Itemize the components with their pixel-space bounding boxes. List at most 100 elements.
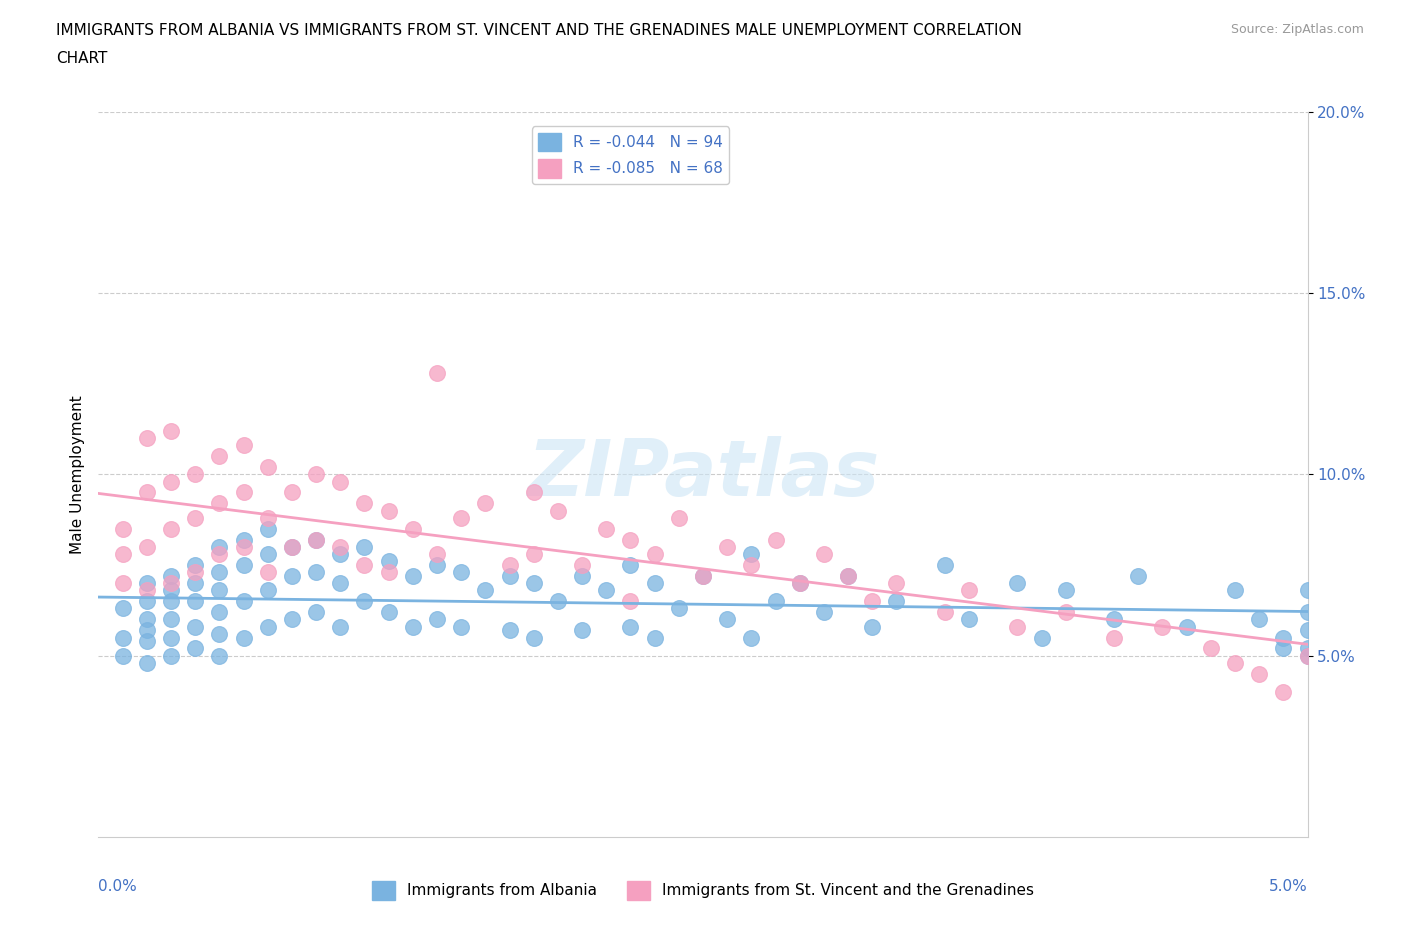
Point <box>402 521 425 536</box>
Point <box>281 612 304 627</box>
Point <box>232 532 254 547</box>
Point <box>1199 641 1222 656</box>
Point <box>135 594 157 609</box>
Point <box>474 583 496 598</box>
Point <box>426 612 449 627</box>
Point <box>837 568 859 583</box>
Point <box>184 511 207 525</box>
Point <box>1296 648 1319 663</box>
Point <box>740 558 762 573</box>
Point <box>789 576 811 591</box>
Point <box>1249 667 1271 682</box>
Point <box>256 565 278 579</box>
Point <box>860 594 883 609</box>
Point <box>208 539 231 554</box>
Point <box>208 496 231 511</box>
Legend: Immigrants from Albania, Immigrants from St. Vincent and the Grenadines: Immigrants from Albania, Immigrants from… <box>366 875 1040 906</box>
Point <box>111 648 134 663</box>
Point <box>571 568 593 583</box>
Point <box>498 558 520 573</box>
Point <box>813 547 835 562</box>
Point <box>160 594 183 609</box>
Point <box>957 612 980 627</box>
Point <box>184 594 207 609</box>
Point <box>523 631 546 645</box>
Point <box>208 583 231 598</box>
Point <box>135 539 157 554</box>
Point <box>547 594 569 609</box>
Legend: R = -0.044   N = 94, R = -0.085   N = 68: R = -0.044 N = 94, R = -0.085 N = 68 <box>531 126 730 183</box>
Point <box>208 547 231 562</box>
Point <box>619 532 641 547</box>
Y-axis label: Male Unemployment: Male Unemployment <box>69 395 84 553</box>
Point <box>232 631 254 645</box>
Point <box>281 539 304 554</box>
Point <box>523 547 546 562</box>
Point <box>329 547 352 562</box>
Point <box>256 619 278 634</box>
Point <box>377 604 399 619</box>
Point <box>668 511 690 525</box>
Point <box>498 568 520 583</box>
Point <box>595 583 617 598</box>
Text: 0.0%: 0.0% <box>98 879 138 894</box>
Point <box>1102 631 1125 645</box>
Point <box>184 641 207 656</box>
Point <box>135 612 157 627</box>
Point <box>377 503 399 518</box>
Point <box>184 576 207 591</box>
Point <box>329 619 352 634</box>
Point <box>1223 656 1246 671</box>
Point <box>402 619 425 634</box>
Point <box>111 601 134 616</box>
Point <box>644 576 666 591</box>
Point <box>402 568 425 583</box>
Point <box>1175 619 1198 634</box>
Point <box>789 576 811 591</box>
Text: 5.0%: 5.0% <box>1268 879 1308 894</box>
Point <box>716 612 738 627</box>
Point <box>111 576 134 591</box>
Text: Source: ZipAtlas.com: Source: ZipAtlas.com <box>1230 23 1364 36</box>
Text: ZIPatlas: ZIPatlas <box>527 436 879 512</box>
Point <box>1272 631 1295 645</box>
Point <box>426 547 449 562</box>
Point <box>135 656 157 671</box>
Point <box>1128 568 1150 583</box>
Point <box>1223 583 1246 598</box>
Point <box>208 604 231 619</box>
Point <box>571 558 593 573</box>
Text: IMMIGRANTS FROM ALBANIA VS IMMIGRANTS FROM ST. VINCENT AND THE GRENADINES MALE U: IMMIGRANTS FROM ALBANIA VS IMMIGRANTS FR… <box>56 23 1022 38</box>
Point <box>353 558 375 573</box>
Point <box>886 576 908 591</box>
Point <box>813 604 835 619</box>
Point <box>184 565 207 579</box>
Point <box>740 547 762 562</box>
Point <box>426 558 449 573</box>
Point <box>1272 641 1295 656</box>
Point <box>135 633 157 648</box>
Point <box>765 532 787 547</box>
Point <box>523 485 546 500</box>
Point <box>644 547 666 562</box>
Point <box>1054 604 1077 619</box>
Point <box>619 619 641 634</box>
Point <box>1296 583 1319 598</box>
Point <box>135 623 157 638</box>
Point <box>571 623 593 638</box>
Text: CHART: CHART <box>56 51 108 66</box>
Point <box>450 619 472 634</box>
Point <box>934 604 956 619</box>
Point <box>160 576 183 591</box>
Point <box>135 576 157 591</box>
Point <box>1152 619 1174 634</box>
Point <box>184 467 207 482</box>
Point <box>860 619 883 634</box>
Point <box>160 423 183 438</box>
Point <box>1054 583 1077 598</box>
Point <box>474 496 496 511</box>
Point <box>135 431 157 445</box>
Point <box>765 594 787 609</box>
Point <box>329 576 352 591</box>
Point <box>523 576 546 591</box>
